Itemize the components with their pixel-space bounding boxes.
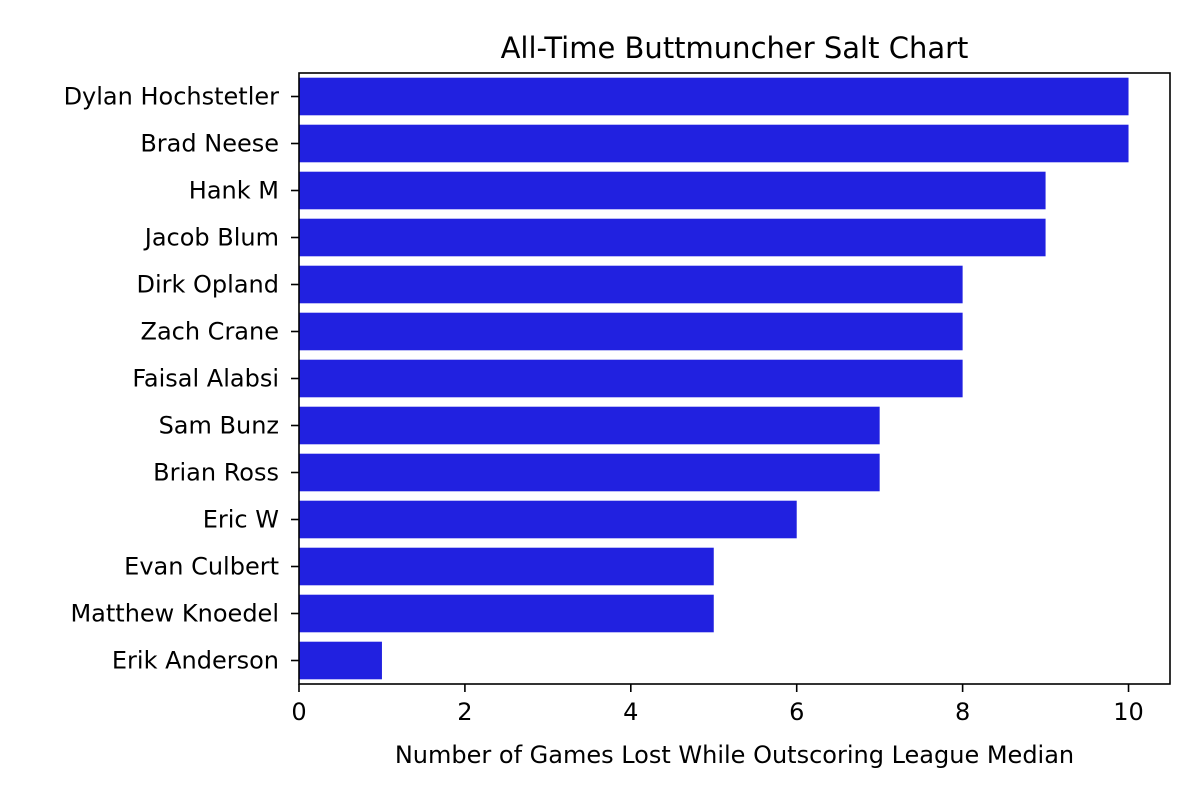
bar xyxy=(299,547,714,586)
y-tick-label: Zach Crane xyxy=(141,318,280,346)
bar xyxy=(299,453,880,492)
x-tick-label: 4 xyxy=(623,698,638,726)
bar xyxy=(299,218,1046,257)
x-tick-label: 8 xyxy=(955,698,970,726)
y-tick-label: Brad Neese xyxy=(140,130,279,158)
y-tick-label: Evan Culbert xyxy=(124,553,279,581)
y-tick-label: Dirk Opland xyxy=(137,271,280,299)
y-axis-ticks: Dylan Hochstetler Brad Neese Hank M Jacob B… xyxy=(64,83,299,675)
x-tick-label: 10 xyxy=(1113,698,1144,726)
x-axis-ticks: 0 2 4 6 8 10 xyxy=(291,684,1144,726)
plot-frame xyxy=(298,72,1171,685)
y-tick-label: Faisal Alabsi xyxy=(132,365,279,393)
bar xyxy=(299,265,963,304)
bar xyxy=(299,594,714,633)
bar xyxy=(299,312,963,351)
chart-title: All-Time Buttmuncher Salt Chart xyxy=(501,31,969,65)
bar xyxy=(299,641,382,680)
bar xyxy=(299,406,880,445)
bar xyxy=(299,171,1046,210)
y-tick-label: Brian Ross xyxy=(153,459,279,487)
y-tick-label: Dylan Hochstetler xyxy=(64,83,280,111)
y-tick-label: Jacob Blum xyxy=(143,224,279,252)
y-tick-label: Sam Bunz xyxy=(159,412,279,440)
bar xyxy=(299,77,1129,116)
y-tick-label: Hank M xyxy=(189,177,279,205)
y-tick-label: Erik Anderson xyxy=(112,647,279,675)
x-tick-label: 6 xyxy=(789,698,804,726)
bar xyxy=(299,359,963,398)
y-tick-label: Matthew Knoedel xyxy=(70,600,279,628)
bars-group xyxy=(299,77,1129,680)
x-axis-title: Number of Games Lost While Outscoring Le… xyxy=(395,741,1074,769)
y-tick-label: Eric W xyxy=(203,506,279,534)
bar xyxy=(299,124,1129,163)
bar xyxy=(299,500,797,539)
x-tick-label: 0 xyxy=(291,698,306,726)
x-tick-label: 2 xyxy=(457,698,472,726)
